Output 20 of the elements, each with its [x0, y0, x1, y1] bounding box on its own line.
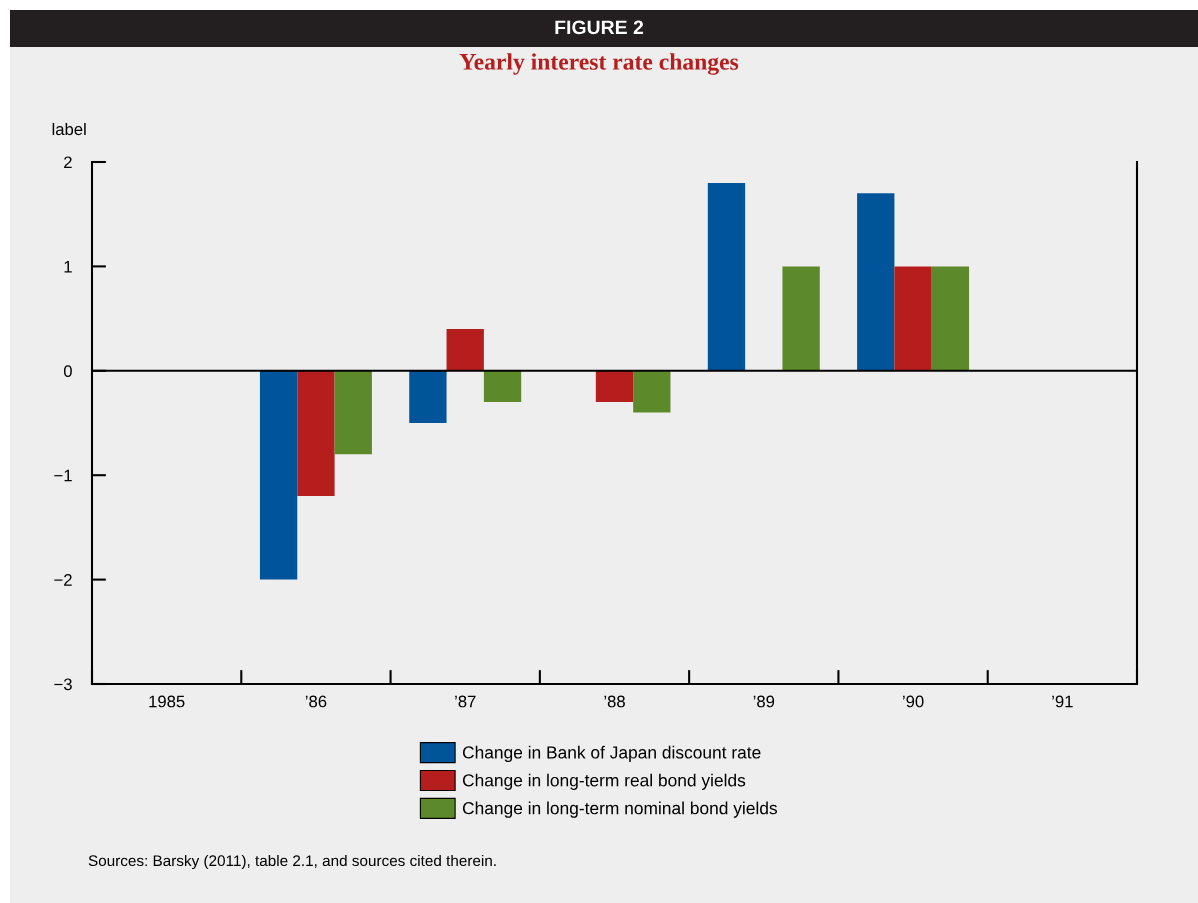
y-tick-label: −3 — [54, 678, 72, 691]
source-note: Sources: Barsky (2011), table 2.1, and sources cited therein. — [88, 854, 496, 870]
x-tick-label: 1985 — [149, 695, 185, 708]
x-tick-label: ’87 — [455, 695, 476, 708]
legend-label: Change in Bank of Japan discount rate — [462, 745, 761, 763]
x-tick-label: ’86 — [305, 695, 327, 708]
x-tick-label: ’91 — [1052, 695, 1073, 708]
x-tick-label: ’89 — [753, 695, 775, 708]
legend-label: Change in long-term real bond yields — [462, 773, 746, 790]
chart-title: FIGURE 2 — [555, 20, 644, 35]
y-tick-label: −1 — [54, 469, 72, 482]
y-tick-label: 1 — [64, 260, 72, 273]
x-tick-label: ’88 — [604, 695, 625, 708]
y-tick-label: 2 — [64, 156, 72, 169]
y-tick-label: −2 — [54, 574, 72, 586]
y-tick-label: 0 — [63, 365, 72, 377]
chart-subtitle: Yearly interest rate changes — [459, 53, 739, 75]
legend-label: Change in long-term nominal bond yields — [462, 801, 778, 818]
x-tick-label: ’90 — [902, 695, 924, 708]
y-axis-title: label — [52, 122, 86, 136]
